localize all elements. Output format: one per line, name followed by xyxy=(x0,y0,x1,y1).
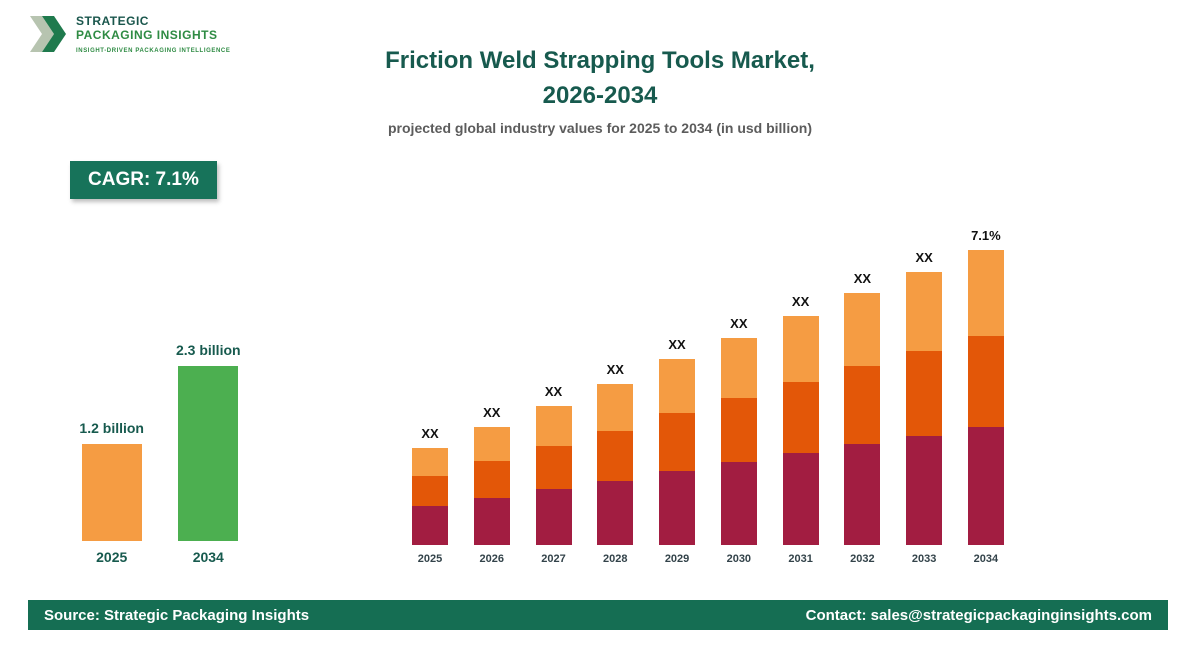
bar-column: XX 2028 xyxy=(597,362,634,565)
segment-middle xyxy=(844,366,881,444)
segment-bottom xyxy=(473,498,510,545)
bar-top-label: XX xyxy=(730,316,748,331)
page-subtitle: projected global industry values for 202… xyxy=(388,119,812,136)
bar-top-label: XX xyxy=(606,362,624,377)
bar-top-label: XX xyxy=(668,337,686,352)
bar-stack xyxy=(967,250,1004,545)
segment-middle xyxy=(473,461,510,498)
segment-top xyxy=(782,316,819,382)
footer-source: Source: Strategic Packaging Insights xyxy=(44,606,310,624)
summary-bar-column: 1.2 billion 2025 xyxy=(79,420,144,565)
bar-column: XX 2026 xyxy=(473,405,510,565)
brand-text: STRATEGIC PACKAGING INSIGHTS INSIGHT-DRI… xyxy=(76,14,230,54)
bar-year-label: 2025 xyxy=(417,553,443,565)
bar-stack xyxy=(659,359,696,545)
segment-top xyxy=(659,359,696,413)
summary-bar xyxy=(178,366,239,541)
bar-top-label: XX xyxy=(853,271,872,286)
cagr-badge: CAGR: 7.1% xyxy=(70,161,217,199)
bar-column: XX 2027 xyxy=(535,384,572,565)
bar-stack xyxy=(412,448,448,545)
footer-contact: Contact: sales@strategicpackaginginsight… xyxy=(805,606,1152,624)
bar-top-label: XX xyxy=(915,250,933,265)
brand-tagline: INSIGHT-DRIVEN PACKAGING INTELLIGENCE xyxy=(76,48,231,54)
page-title-line2: 2026-2034 xyxy=(542,81,658,109)
bar-top-label: XX xyxy=(421,426,439,441)
segment-bottom xyxy=(597,481,634,545)
bar-year-label: 2029 xyxy=(664,553,690,565)
bar-top-label: XX xyxy=(791,294,810,309)
bar-column: XX 2031 xyxy=(782,294,819,565)
footer-bar: Source: Strategic Packaging Insights Con… xyxy=(28,600,1168,630)
bar-stack xyxy=(906,272,943,545)
segment-bottom xyxy=(906,436,943,545)
bar-column: XX 2033 xyxy=(906,250,943,565)
segment-bottom xyxy=(535,489,572,545)
segment-bottom xyxy=(720,462,757,545)
bar-stack xyxy=(720,338,757,545)
summary-bar-column: 2.3 billion 2034 xyxy=(176,342,241,565)
segment-bottom xyxy=(412,506,448,545)
bar-column: XX 2032 xyxy=(844,271,881,565)
bar-stack xyxy=(597,384,634,545)
bar-year-label: 2033 xyxy=(911,553,937,565)
segment-middle xyxy=(967,336,1004,427)
bar-top-label: 7.1% xyxy=(971,228,1001,243)
stacked-bar-chart: XX 2025 XX 2026 XX 2027 XX 2028 XX 2029 XX 2030 XX 20… xyxy=(412,200,1004,565)
page-title-line1: Friction Weld Strapping Tools Market, xyxy=(385,47,815,74)
bar-year-label: 2031 xyxy=(788,553,813,565)
summary-bar-value-label: 2.3 billion xyxy=(176,342,241,358)
summary-bar-year-label: 2034 xyxy=(192,549,224,565)
segment-middle xyxy=(597,431,634,481)
segment-middle xyxy=(720,398,757,462)
summary-bar xyxy=(81,444,142,541)
segment-top xyxy=(412,448,448,476)
segment-top xyxy=(473,427,510,461)
bar-stack xyxy=(844,293,881,545)
segment-bottom xyxy=(659,471,696,545)
summary-bar-chart: 1.2 billion 2025 2.3 billion 2034 xyxy=(60,300,260,565)
bar-top-label: XX xyxy=(483,405,501,420)
bar-stack xyxy=(535,406,572,545)
bar-year-label: 2030 xyxy=(726,553,752,565)
segment-middle xyxy=(782,382,819,453)
summary-bar-year-label: 2025 xyxy=(96,549,128,565)
segment-middle xyxy=(535,446,572,489)
segment-middle xyxy=(412,476,448,506)
bar-year-label: 2032 xyxy=(850,553,875,565)
brand-logo: STRATEGIC PACKAGING INSIGHTS INSIGHT-DRI… xyxy=(30,14,230,54)
segment-middle xyxy=(906,351,943,436)
segment-top xyxy=(535,406,572,446)
bar-year-label: 2028 xyxy=(603,553,628,565)
bar-column: XX 2025 xyxy=(412,426,448,565)
bar-column: 7.1% 2034 xyxy=(967,228,1004,565)
bar-year-label: 2027 xyxy=(541,553,566,565)
segment-bottom xyxy=(967,427,1004,545)
segment-top xyxy=(967,250,1004,336)
bar-column: XX 2030 xyxy=(720,316,757,565)
brand-name-line1: STRATEGIC xyxy=(76,14,149,28)
bar-year-label: 2034 xyxy=(973,553,999,565)
bar-column: XX 2029 xyxy=(659,337,696,565)
summary-bar-value-label: 1.2 billion xyxy=(79,420,144,436)
bar-stack xyxy=(473,427,510,545)
segment-middle xyxy=(659,413,696,471)
bar-top-label: XX xyxy=(544,384,563,399)
header: Friction Weld Strapping Tools Market, 20… xyxy=(0,44,1200,136)
segment-bottom xyxy=(782,453,819,545)
chevron-logo-icon xyxy=(30,14,68,54)
segment-top xyxy=(720,338,757,398)
segment-top xyxy=(597,384,634,431)
segment-bottom xyxy=(844,444,881,545)
segment-top xyxy=(844,293,881,366)
brand-name-line2: PACKAGING INSIGHTS xyxy=(76,28,218,42)
bar-stack xyxy=(782,316,819,545)
bar-year-label: 2026 xyxy=(479,553,504,565)
segment-top xyxy=(906,272,943,351)
